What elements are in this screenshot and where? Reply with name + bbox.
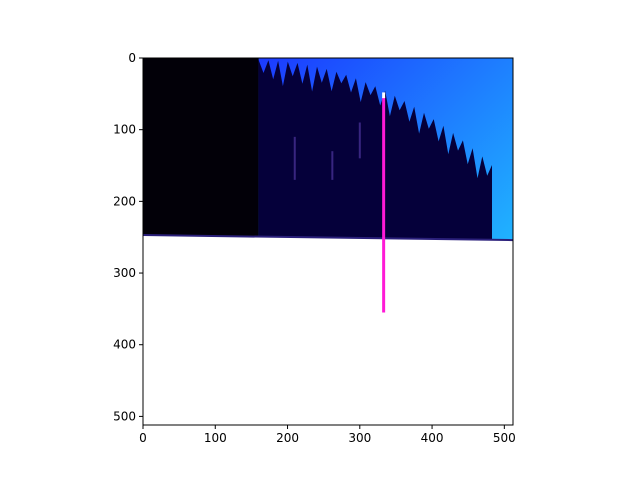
horizon-line [143, 234, 513, 242]
forest-silhouette [258, 60, 492, 243]
x-tick-label: 0 [139, 431, 147, 445]
y-tick-label: 300 [113, 266, 136, 280]
axes-frame [142, 57, 514, 426]
image-panel [143, 58, 513, 425]
y-tick-label: 500 [113, 409, 136, 423]
x-tick-label: 300 [348, 431, 371, 445]
y-tick-label: 200 [113, 194, 136, 208]
y-axis: 0 100 200 300 400 500 [113, 51, 143, 423]
x-axis: 0 100 200 300 400 500 [139, 425, 516, 445]
x-tick-label: 400 [421, 431, 444, 445]
y-tick-label: 400 [113, 338, 136, 352]
x-tick-label: 500 [493, 431, 516, 445]
x-tick-label: 100 [204, 431, 227, 445]
dark-forest-block [143, 58, 259, 237]
snow-ground [143, 235, 513, 425]
x-tick-label: 200 [276, 431, 299, 445]
y-tick-label: 100 [113, 123, 136, 137]
y-tick-label: 0 [128, 51, 136, 65]
